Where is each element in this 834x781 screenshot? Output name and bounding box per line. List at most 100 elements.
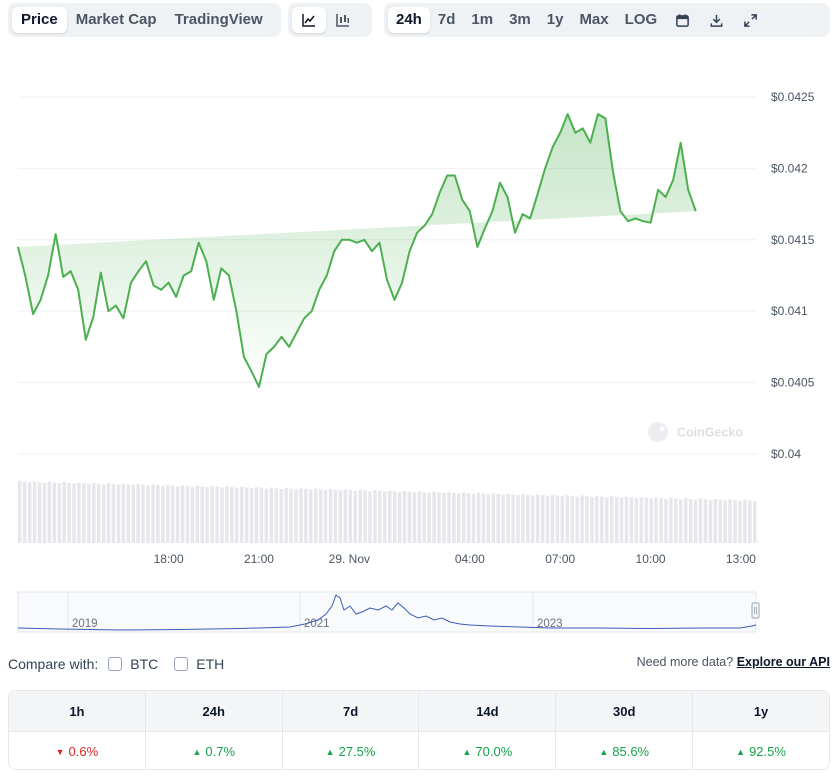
volume-bar	[156, 485, 160, 543]
header-1y: 1y	[692, 691, 829, 731]
volume-bar	[491, 493, 496, 543]
volume-bar	[32, 481, 37, 543]
volume-bar	[743, 499, 747, 543]
volume-bar	[220, 487, 224, 543]
value-7d: ▲ 27.5%	[281, 732, 419, 769]
volume-bar	[452, 492, 456, 543]
volume-bar	[338, 490, 343, 543]
volume-bar	[195, 485, 200, 543]
download-button[interactable]	[699, 7, 733, 33]
value-14d: ▲ 70.0%	[418, 732, 555, 769]
y-tick-label: $0.04	[771, 447, 801, 461]
volume-bar	[639, 497, 643, 543]
volume-bar	[333, 489, 338, 543]
volume-bar	[506, 493, 510, 543]
volume-bar	[698, 498, 703, 543]
line-chart-icon	[302, 14, 315, 27]
volume-bar	[718, 499, 722, 543]
calendar-icon	[675, 13, 689, 27]
volume-bar	[82, 483, 86, 543]
volume-bar	[121, 483, 126, 543]
performance-header-row: 1h 24h 7d 14d 30d 1y	[9, 691, 829, 731]
volume-bar	[92, 482, 96, 543]
compare-btc[interactable]: BTC	[108, 656, 158, 672]
range-24h[interactable]: 24h	[388, 7, 430, 33]
range-max[interactable]: Max	[579, 11, 609, 28]
range-1y[interactable]: 1y	[546, 11, 564, 28]
volume-bar	[230, 487, 234, 543]
volume-bar	[412, 492, 417, 543]
volume-bar	[269, 487, 274, 543]
compare-eth[interactable]: ETH	[174, 656, 224, 672]
arrow-up-icon: ▲	[736, 746, 746, 757]
volume-bar	[72, 483, 76, 543]
view-tabs: Price Market Cap TradingView	[8, 3, 281, 37]
price-line	[17, 113, 697, 388]
volume-bar	[22, 481, 27, 543]
calendar-button[interactable]	[665, 7, 699, 33]
volume-bar	[185, 485, 190, 543]
explore-api-link[interactable]: Explore our API	[736, 655, 830, 669]
header-14d: 14d	[418, 691, 555, 731]
x-tick-label: 07:00	[545, 552, 575, 566]
watermark: CoinGecko	[648, 422, 743, 442]
volume-bar	[240, 486, 244, 543]
line-chart-button[interactable]	[292, 7, 326, 33]
candlestick-chart-button[interactable]	[326, 7, 360, 33]
expand-button[interactable]	[733, 7, 767, 33]
compare-eth-label: ETH	[196, 656, 225, 672]
range-3m[interactable]: 3m	[509, 11, 531, 28]
eth-checkbox[interactable]	[174, 657, 189, 671]
volume-bar	[471, 493, 476, 543]
compare-label: Compare with:	[8, 656, 99, 672]
x-tick-label: 10:00	[636, 552, 666, 566]
volume-bar	[264, 488, 269, 543]
header-1h: 1h	[69, 703, 85, 719]
volume-bar	[52, 482, 56, 543]
volume-bar	[304, 489, 308, 543]
volume-bar	[62, 482, 66, 543]
volume-bar	[289, 488, 293, 543]
volume-bar	[378, 490, 382, 543]
volume-bar	[629, 497, 634, 543]
navigator-handle[interactable]	[751, 602, 760, 619]
download-icon	[710, 14, 723, 27]
volume-bar	[462, 492, 466, 543]
y-tick-label: $0.0425	[771, 90, 815, 104]
performance-value-row: ▼ 0.6% ▲ 0.7% ▲ 27.5% ▲ 70.0% ▲ 85.6% ▲ 92.5%	[9, 731, 829, 769]
volume-bar	[353, 490, 357, 543]
volume-bars	[18, 481, 757, 543]
range-7d[interactable]: 7d	[437, 11, 456, 28]
volume-bar	[585, 496, 589, 543]
volume-bar	[723, 500, 727, 543]
volume-bar	[392, 491, 397, 543]
volume-bar	[18, 481, 22, 543]
volume-bar	[437, 492, 441, 543]
value-24h: ▲ 0.7%	[144, 732, 282, 769]
volume-bar	[116, 484, 121, 543]
volume-bar	[555, 495, 560, 543]
volume-bar	[432, 491, 436, 543]
volume-bar	[580, 495, 584, 543]
volume-bar	[294, 489, 298, 543]
volume-bar	[703, 499, 708, 543]
range-1m[interactable]: 1m	[471, 11, 494, 28]
volume-bar	[545, 495, 550, 543]
volume-bar	[363, 490, 367, 543]
header-24h: 24h	[144, 691, 282, 731]
volume-bar	[511, 494, 515, 543]
y-tick-label: $0.042	[771, 161, 808, 175]
tab-market-cap[interactable]: Market Cap	[75, 11, 157, 28]
volume-bar	[457, 493, 461, 543]
volume-bar	[151, 484, 155, 543]
volume-bar	[605, 497, 609, 543]
tab-tradingview[interactable]: TradingView	[174, 11, 263, 28]
volume-bar	[96, 483, 101, 543]
x-tick-label: 13:00	[726, 552, 756, 566]
btc-checkbox[interactable]	[108, 657, 123, 671]
log-toggle[interactable]: LOG	[624, 11, 658, 28]
volume-bar	[200, 486, 204, 543]
tab-price[interactable]: Price	[12, 7, 67, 33]
volume-bar	[42, 482, 47, 543]
volume-bar	[274, 488, 278, 543]
